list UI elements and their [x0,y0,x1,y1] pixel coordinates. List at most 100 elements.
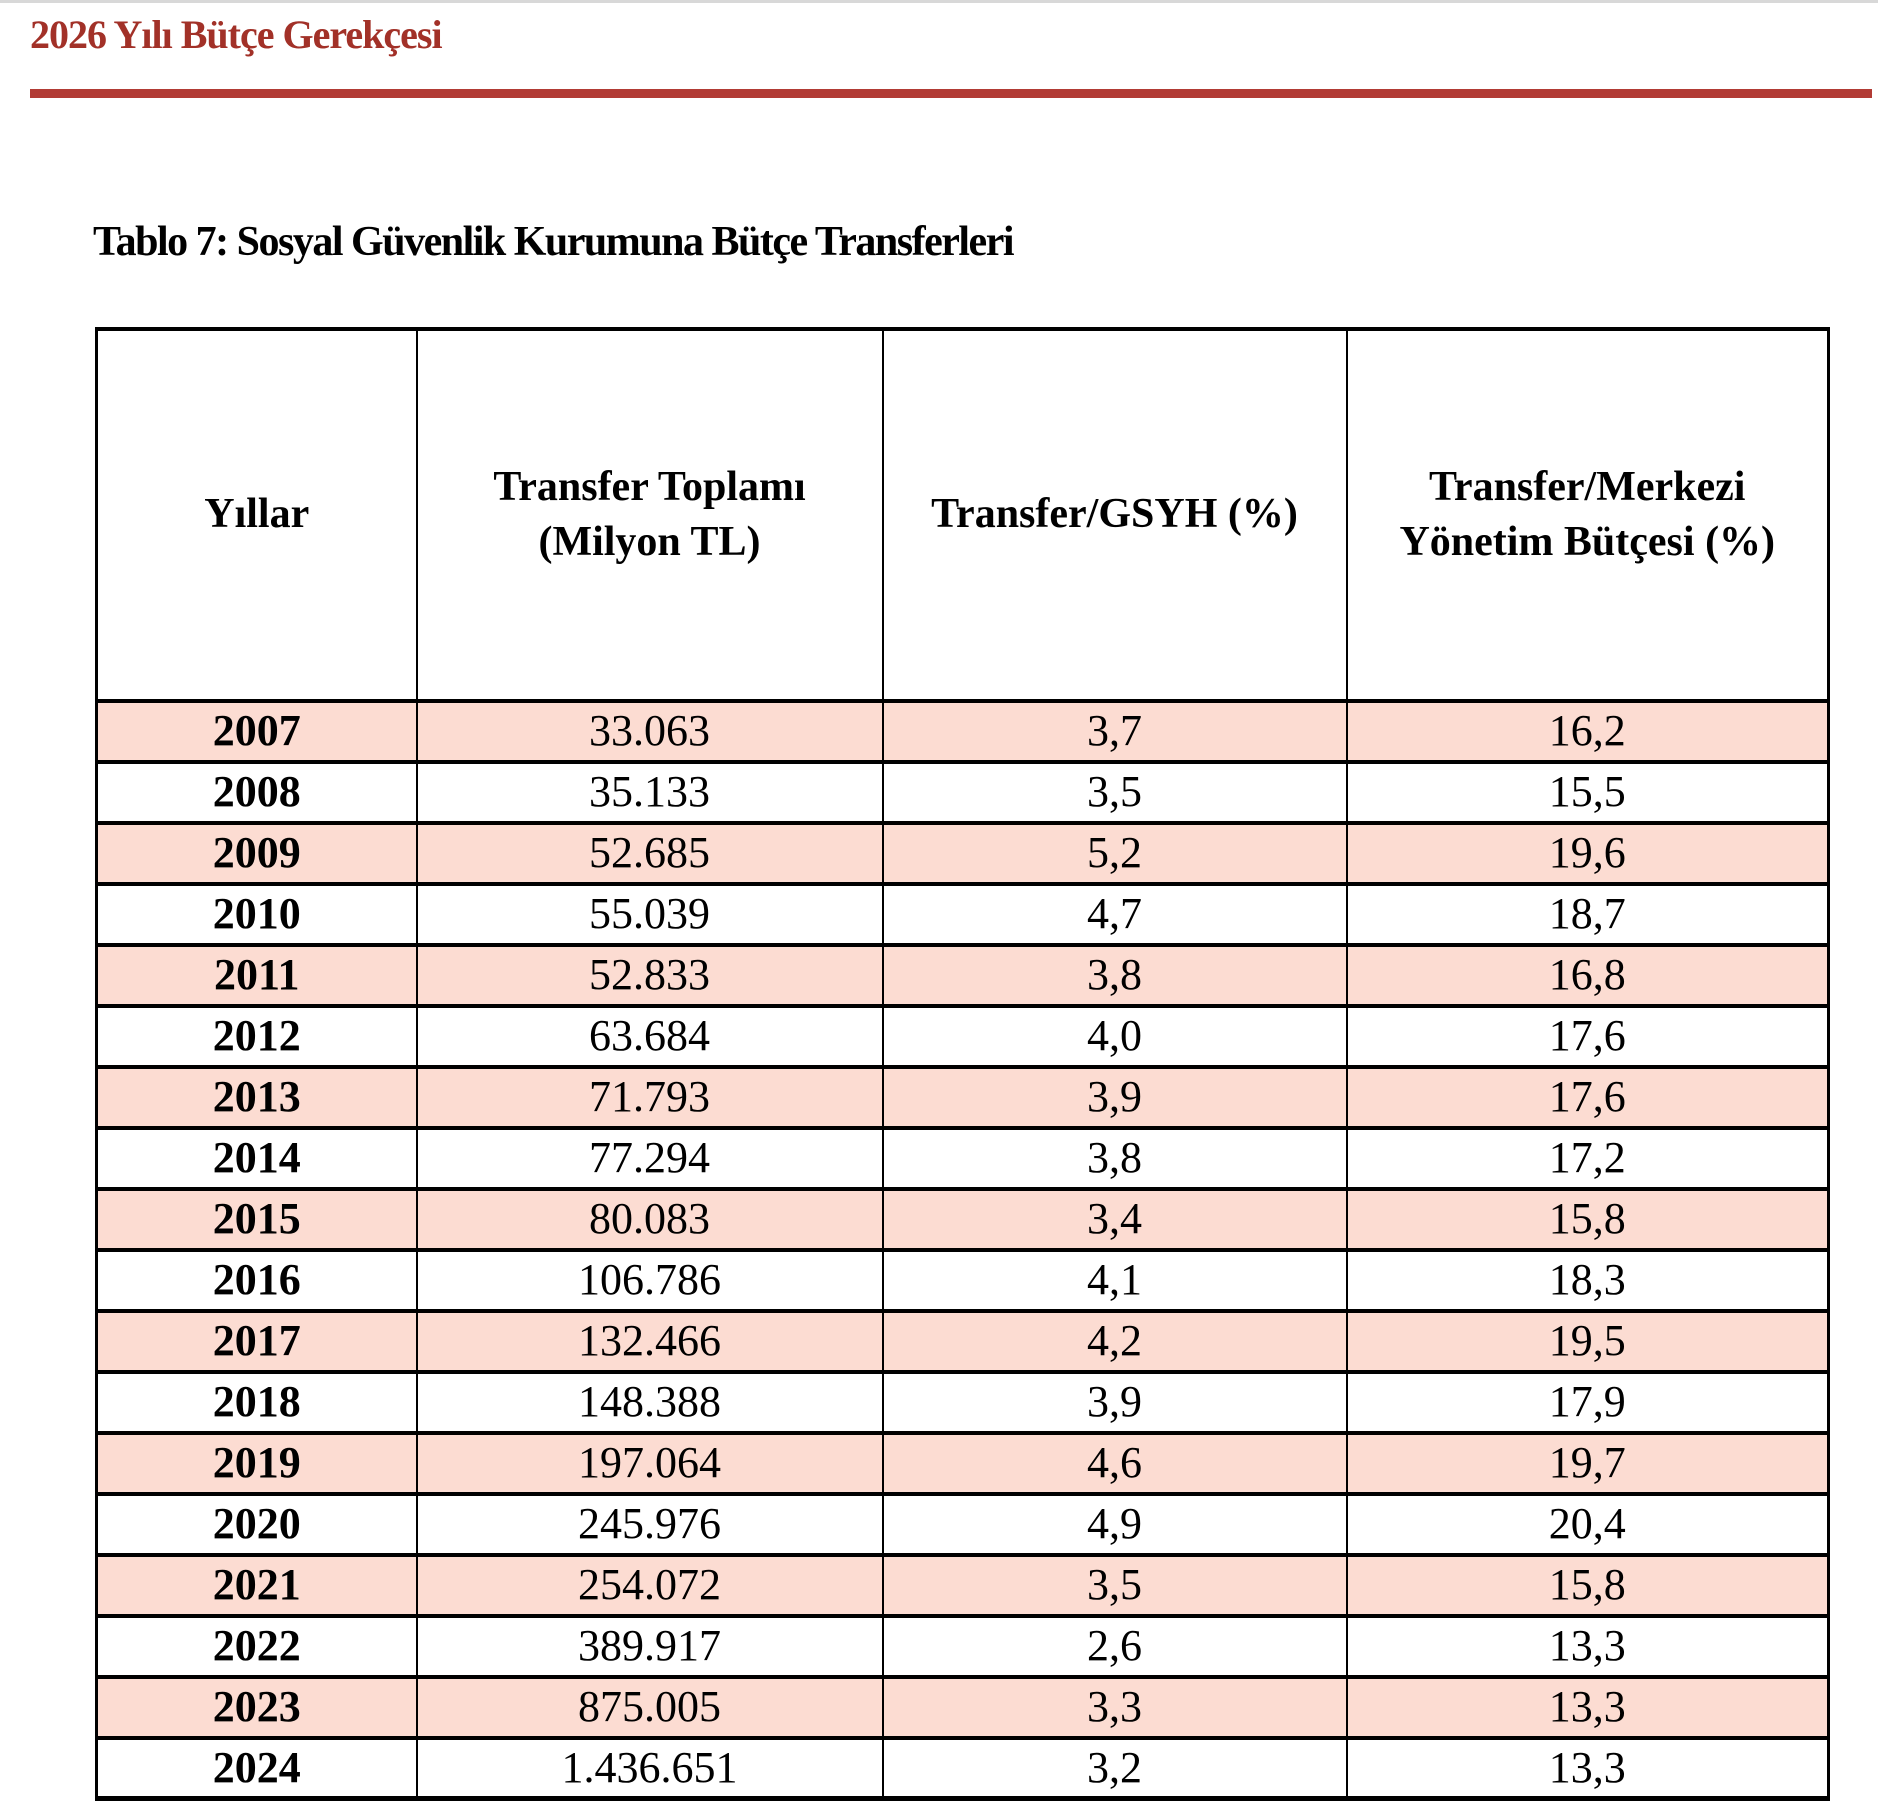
cell-year: 2011 [95,942,418,1008]
table-row: 2021 254.072 3,5 15,8 [95,1552,1830,1618]
cell-transfer-gsyh: 3,8 [881,942,1348,1008]
cell-transfer-gsyh: 3,5 [881,759,1348,825]
cell-transfer-gsyh: 4,9 [881,1491,1348,1557]
cell-transfer-toplami: 389.917 [415,1613,884,1679]
table-row: 2023 875.005 3,3 13,3 [95,1674,1830,1740]
cell-transfer-toplami: 77.294 [415,1125,884,1191]
table-row: 2012 63.684 4,0 17,6 [95,1003,1830,1069]
cell-transfer-toplami: 80.083 [415,1186,884,1252]
table-row: 2014 77.294 3,8 17,2 [95,1125,1830,1191]
table-row: 2016 106.786 4,1 18,3 [95,1247,1830,1313]
cell-transfer-toplami: 197.064 [415,1430,884,1496]
header-divider-rule [30,89,1872,98]
cell-year: 2018 [95,1369,418,1435]
cell-transfer-gsyh: 4,2 [881,1308,1348,1374]
cell-year: 2017 [95,1308,418,1374]
cell-transfer-gsyh: 3,4 [881,1186,1348,1252]
column-header-label: Transfer/Merkezi [1429,463,1746,510]
cell-transfer-merkezi: 13,3 [1345,1613,1830,1679]
table-header-row: Yıllar Transfer Toplamı (Milyon TL) Tran… [95,326,1830,703]
column-header-label: Yönetim Bütçesi (%) [1399,518,1776,565]
cell-transfer-merkezi: 17,2 [1345,1125,1830,1191]
cell-transfer-gsyh: 4,7 [881,881,1348,947]
table-row: 2024 1.436.651 3,2 13,3 [95,1735,1830,1801]
cell-transfer-merkezi: 19,5 [1345,1308,1830,1374]
cell-transfer-merkezi: 20,4 [1345,1491,1830,1557]
cell-transfer-toplami: 132.466 [415,1308,884,1374]
cell-transfer-toplami: 245.976 [415,1491,884,1557]
cell-transfer-gsyh: 4,6 [881,1430,1348,1496]
table-row: 2009 52.685 5,2 19,6 [95,820,1830,886]
cell-transfer-merkezi: 18,7 [1345,881,1830,947]
cell-transfer-merkezi: 17,9 [1345,1369,1830,1435]
table-row: 2019 197.064 4,6 19,7 [95,1430,1830,1496]
cell-transfer-gsyh: 5,2 [881,820,1348,886]
cell-year: 2016 [95,1247,418,1313]
cell-transfer-merkezi: 19,7 [1345,1430,1830,1496]
table-row: 2013 71.793 3,9 17,6 [95,1064,1830,1130]
cell-transfer-gsyh: 3,8 [881,1125,1348,1191]
cell-year: 2013 [95,1064,418,1130]
cell-transfer-gsyh: 2,6 [881,1613,1348,1679]
table-row: 2011 52.833 3,8 16,8 [95,942,1830,1008]
cell-transfer-toplami: 33.063 [415,698,884,764]
budget-transfers-table: Yıllar Transfer Toplamı (Milyon TL) Tran… [95,326,1830,1801]
cell-transfer-merkezi: 17,6 [1345,1064,1830,1130]
cell-year: 2010 [95,881,418,947]
cell-transfer-gsyh: 3,5 [881,1552,1348,1618]
cell-transfer-toplami: 35.133 [415,759,884,825]
table-row: 2008 35.133 3,5 15,5 [95,759,1830,825]
page-top-edge-strip [0,0,1878,3]
cell-transfer-toplami: 55.039 [415,881,884,947]
table-row: 2010 55.039 4,7 18,7 [95,881,1830,947]
cell-transfer-merkezi: 13,3 [1345,1674,1830,1740]
cell-transfer-merkezi: 15,8 [1345,1186,1830,1252]
cell-transfer-gsyh: 3,7 [881,698,1348,764]
column-header-transfer-central-budget: Transfer/Merkezi Yönetim Bütçesi (%) [1345,326,1830,703]
cell-year: 2014 [95,1125,418,1191]
cell-year: 2008 [95,759,418,825]
cell-transfer-gsyh: 4,1 [881,1247,1348,1313]
table-title: Tablo 7: Sosyal Güvenlik Kurumuna Bütçe … [93,219,1015,265]
cell-transfer-merkezi: 13,3 [1345,1735,1830,1801]
table-row: 2007 33.063 3,7 16,2 [95,698,1830,764]
cell-transfer-merkezi: 17,6 [1345,1003,1830,1069]
cell-year: 2012 [95,1003,418,1069]
cell-transfer-merkezi: 15,8 [1345,1552,1830,1618]
cell-transfer-toplami: 71.793 [415,1064,884,1130]
document-header-title: 2026 Yılı Bütçe Gerekçesi [30,12,443,57]
cell-transfer-merkezi: 18,3 [1345,1247,1830,1313]
cell-transfer-toplami: 106.786 [415,1247,884,1313]
cell-transfer-gsyh: 4,0 [881,1003,1348,1069]
column-header-label: Yıllar [204,491,310,538]
column-header-transfer-total: Transfer Toplamı (Milyon TL) [415,326,884,703]
column-header-label: Transfer/GSYH (%) [931,491,1298,538]
cell-year: 2021 [95,1552,418,1618]
cell-year: 2007 [95,698,418,764]
cell-transfer-toplami: 148.388 [415,1369,884,1435]
cell-transfer-toplami: 63.684 [415,1003,884,1069]
cell-year: 2015 [95,1186,418,1252]
cell-transfer-toplami: 875.005 [415,1674,884,1740]
cell-transfer-merkezi: 15,5 [1345,759,1830,825]
table-row: 2018 148.388 3,9 17,9 [95,1369,1830,1435]
table-body: 2007 33.063 3,7 16,2 2008 35.133 3,5 15,5 2009 52… [95,698,1830,1801]
table-row: 2022 389.917 2,6 13,3 [95,1613,1830,1679]
cell-transfer-gsyh: 3,2 [881,1735,1348,1801]
cell-transfer-toplami: 52.685 [415,820,884,886]
cell-year: 2022 [95,1613,418,1679]
cell-transfer-merkezi: 16,2 [1345,698,1830,764]
column-header-label: Transfer Toplamı [493,463,806,510]
cell-year: 2024 [95,1735,418,1801]
table-row: 2015 80.083 3,4 15,8 [95,1186,1830,1252]
table-row: 2017 132.466 4,2 19,5 [95,1308,1830,1374]
cell-transfer-merkezi: 19,6 [1345,820,1830,886]
cell-transfer-toplami: 254.072 [415,1552,884,1618]
cell-transfer-gsyh: 3,9 [881,1369,1348,1435]
column-header-label: (Milyon TL) [538,518,761,565]
cell-transfer-toplami: 1.436.651 [415,1735,884,1801]
cell-transfer-gsyh: 3,9 [881,1064,1348,1130]
column-header-transfer-gsyh: Transfer/GSYH (%) [881,326,1348,703]
cell-transfer-gsyh: 3,3 [881,1674,1348,1740]
column-header-years: Yıllar [95,326,418,703]
